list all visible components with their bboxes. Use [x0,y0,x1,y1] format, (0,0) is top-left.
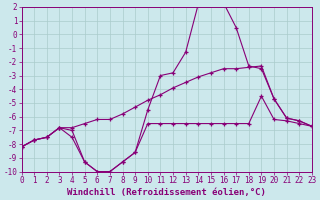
X-axis label: Windchill (Refroidissement éolien,°C): Windchill (Refroidissement éolien,°C) [67,188,266,197]
